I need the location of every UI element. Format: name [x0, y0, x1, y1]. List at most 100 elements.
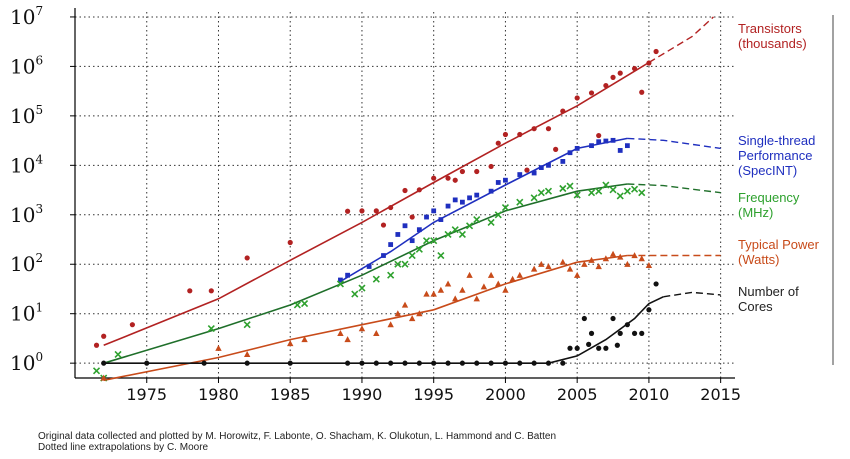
frequency-mhz-point: [516, 198, 524, 206]
number-of-cores-point: [459, 360, 465, 366]
y-tick-exponent: 2: [35, 251, 43, 265]
frequency-mhz-point: [451, 226, 459, 234]
typical-power-watts-point: [631, 252, 638, 259]
frequency-mhz-point: [609, 186, 617, 194]
frequency-mhz-point: [587, 189, 596, 197]
single-thread-performance-specint-point: [438, 217, 444, 222]
frequency-mhz-point: [300, 300, 309, 308]
single-thread-performance-specint-point: [452, 197, 458, 203]
typical-power-watts-point: [473, 295, 480, 302]
number-of-cores-point: [614, 342, 620, 348]
single-thread-performance-specint-point: [402, 223, 408, 229]
transistors-thousands-point: [524, 167, 530, 173]
transistors-thousands-point: [603, 82, 609, 89]
single-thread-performance-specint-label-line: Performance: [738, 148, 812, 163]
frequency-mhz-point: [401, 260, 409, 268]
y-tick-exponent: 6: [35, 53, 43, 67]
single-thread-performance-specint-point: [409, 238, 415, 244]
transistors-thousands-point: [502, 131, 509, 138]
single-thread-performance-specint-point: [624, 143, 630, 149]
typical-power-watts-point: [538, 260, 545, 267]
single-thread-performance-specint-point: [596, 139, 602, 145]
typical-power-watts-point: [287, 340, 294, 347]
frequency-mhz-point: [473, 216, 481, 224]
typical-power-watts-point: [373, 329, 380, 336]
frequency-mhz-point: [494, 211, 502, 219]
frequency-mhz-point: [372, 275, 380, 283]
typical-power-watts-point: [452, 295, 459, 302]
typical-power-watts-point: [487, 271, 495, 278]
credit-line: Original data collected and plotted by M…: [38, 431, 557, 442]
typical-power-watts-point: [401, 301, 409, 308]
x-tick-label: 2000: [485, 385, 526, 404]
transistors-thousands-point: [631, 65, 638, 72]
transistors-thousands-point: [610, 74, 616, 80]
y-tick-base: 10: [10, 302, 35, 326]
frequency-mhz-point: [394, 260, 402, 268]
y-tick-label: 103: [10, 202, 43, 227]
single-thread-performance-specint-point: [517, 172, 523, 177]
number-of-cores-point: [567, 345, 573, 351]
frequency-mhz-point: [487, 218, 495, 227]
number-of-cores-point: [639, 330, 645, 336]
frequency-mhz-extrapolation-line: [627, 183, 721, 194]
typical-power-watts-point: [466, 271, 473, 278]
frequency-mhz-point: [630, 185, 639, 193]
number-of-cores-point: [586, 341, 592, 347]
frequency-mhz-point: [458, 230, 466, 239]
number-of-cores-point: [574, 345, 580, 351]
grid: [75, 12, 735, 378]
single-thread-performance-specint-point: [338, 277, 343, 283]
y-tick-label: 106: [10, 53, 43, 78]
frequency-mhz-point: [530, 194, 538, 202]
transistors-thousands-point: [388, 204, 394, 211]
number-of-cores-extrapolation-line: [663, 291, 721, 298]
x-tick-label: 1990: [342, 385, 383, 404]
transistors-thousands-point: [495, 140, 501, 146]
frequency-mhz-point: [444, 230, 452, 239]
number-of-cores-label-line: Cores: [738, 299, 773, 314]
y-tick-exponent: 5: [35, 103, 43, 117]
single-thread-performance-specint-point: [345, 272, 351, 278]
typical-power-watts-label-line: (Watts): [738, 252, 779, 267]
transistors-thousands-point: [380, 222, 387, 228]
typical-power-watts-point: [215, 344, 222, 351]
number-of-cores-point: [445, 360, 451, 366]
frequency-mhz-point: [638, 189, 646, 197]
single-thread-performance-specint-point: [617, 148, 623, 153]
frequency-mhz-point: [422, 237, 431, 245]
typical-power-watts-point: [387, 321, 394, 328]
y-tick-base: 10: [10, 104, 35, 128]
single-thread-performance-specint-extrapolation-line: [627, 137, 721, 150]
frequency-mhz-point: [566, 182, 574, 190]
x-tick-label: 1995: [413, 385, 454, 404]
transistors-thousands-point: [553, 146, 559, 152]
single-thread-performance-specint-point: [603, 138, 609, 144]
x-tick-label: 2010: [629, 385, 670, 404]
typical-power-watts-point: [516, 271, 523, 278]
single-thread-performance-specint-point: [560, 159, 566, 164]
single-thread-performance-specint-point: [416, 227, 422, 233]
transistors-thousands-point: [445, 175, 451, 181]
single-thread-performance-specint-point: [381, 253, 386, 258]
number-of-cores-label: Number of Cores: [738, 284, 799, 314]
frequency-mhz-point: [408, 251, 416, 260]
transistors-thousands-trend-line: [103, 61, 650, 347]
single-thread-performance-specint-point: [474, 192, 480, 198]
frequency-mhz-point: [351, 290, 359, 298]
transistors-thousands-point: [545, 126, 552, 132]
number-of-cores-point: [653, 281, 659, 287]
single-thread-performance-specint-label-line: (SpecINT): [738, 163, 797, 178]
transistors-thousands-point: [531, 126, 537, 132]
frequency-mhz-point: [573, 191, 581, 199]
transistors-thousands-label-line: (thousands): [738, 36, 807, 51]
single-thread-performance-specint-point: [589, 143, 594, 149]
single-thread-performance-specint-point: [467, 195, 472, 201]
extrapolation-line: Dotted line extrapolations by C. Moore: [38, 442, 209, 453]
x-tick-label: 1985: [270, 385, 311, 404]
number-of-cores-point: [402, 360, 408, 366]
number-of-cores-point: [617, 330, 623, 336]
frequency-mhz-trend-line: [103, 183, 628, 364]
number-of-cores-point: [502, 360, 509, 366]
x-tick-labels: 1975 1980 1985 1990 1995 2000 2005 2010 2015: [126, 385, 741, 404]
